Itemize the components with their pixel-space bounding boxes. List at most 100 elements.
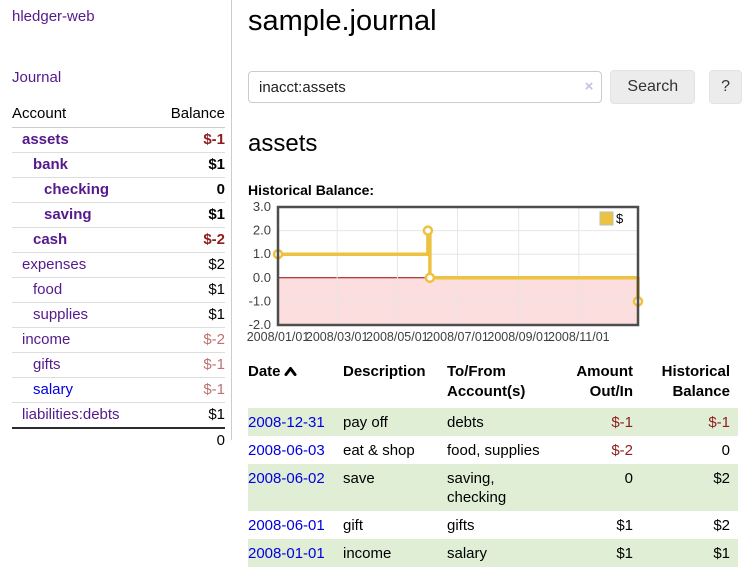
account-row: food $1 xyxy=(12,277,225,303)
accounts-header-balance: Balance xyxy=(153,102,225,128)
account-balance: $1 xyxy=(208,406,225,423)
accounts-header-account: Account xyxy=(12,102,154,128)
account-name-cell: gifts xyxy=(12,352,154,378)
search-button[interactable]: Search xyxy=(610,70,696,104)
account-row: assets $-1 xyxy=(12,127,225,153)
col-header-description: Description xyxy=(343,363,426,380)
account-link-cash[interactable]: cash xyxy=(33,231,68,248)
account-balance: $1 xyxy=(153,152,225,178)
col-header-date[interactable]: Date xyxy=(248,360,343,408)
account-name-cell: income xyxy=(12,327,154,353)
account-link-food[interactable]: food xyxy=(33,281,63,298)
account-link-income[interactable]: income xyxy=(22,331,71,348)
col-header-amount: Amount Out/In xyxy=(576,363,633,400)
accounts-header-row: Account Balance xyxy=(12,102,225,128)
account-name-cell: cash xyxy=(12,227,154,253)
accounts-table: Account Balance assets $-1 bank $1 checking 0… xyxy=(12,102,225,453)
account-row: expenses $2 xyxy=(12,252,225,278)
transaction-date-cell: 2008-06-02 xyxy=(248,464,343,511)
account-link-gifts[interactable]: gifts xyxy=(33,356,61,373)
transaction-amount-cell: $1 xyxy=(616,517,633,534)
account-row: supplies $1 xyxy=(12,302,225,328)
account-row: checking 0 xyxy=(12,177,225,203)
transaction-account-cell: saving, checking xyxy=(447,470,507,506)
account-link-bank[interactable]: bank xyxy=(33,156,69,173)
account-balance: $-1 xyxy=(153,377,225,403)
account-name-cell: salary xyxy=(12,377,154,403)
transaction-date-cell: 2008-01-01 xyxy=(248,539,343,567)
transaction-description-cell: save xyxy=(343,470,375,487)
accounts-total-row: 0 xyxy=(12,427,225,453)
svg-text:2008/01/01: 2008/01/01 xyxy=(247,330,310,344)
account-name-cell: saving xyxy=(12,202,154,228)
account-name-cell: expenses xyxy=(12,252,154,278)
account-balance: 0 xyxy=(153,177,225,203)
accounts-total-balance: 0 xyxy=(153,427,225,453)
svg-text:1.0: 1.0 xyxy=(253,246,271,261)
account-row: liabilities:debts $1 xyxy=(12,403,225,429)
account-balance: $1 xyxy=(153,277,225,303)
svg-text:$: $ xyxy=(616,211,624,226)
clear-search-icon[interactable]: × xyxy=(584,78,594,95)
account-balance: $-2 xyxy=(153,327,225,353)
account-name-cell: assets xyxy=(12,127,154,153)
account-link-salary[interactable]: salary xyxy=(33,381,74,398)
account-name-cell: checking xyxy=(12,177,154,203)
account-link-liabilities-debts[interactable]: liabilities:debts xyxy=(22,406,120,423)
table-row: 2008-01-01 income salary $1 $1 xyxy=(248,539,738,567)
brand-link[interactable]: hledger-web xyxy=(12,8,95,25)
account-name-cell: liabilities:debts xyxy=(12,403,154,429)
account-link-checking[interactable]: checking xyxy=(44,181,110,198)
transaction-date-link[interactable]: 2008-06-03 xyxy=(248,442,325,459)
sort-ascending-icon xyxy=(284,367,297,376)
chart-title: Historical Balance: xyxy=(248,182,375,198)
account-balance: $2 xyxy=(153,252,225,278)
svg-text:0.0: 0.0 xyxy=(253,270,271,285)
account-name-cell: supplies xyxy=(12,302,154,328)
account-link-supplies[interactable]: supplies xyxy=(33,306,89,323)
transaction-description-cell: gift xyxy=(343,517,364,534)
svg-text:2008/03/01: 2008/03/01 xyxy=(306,330,369,344)
accounts-total-spacer xyxy=(12,427,154,453)
account-link-saving[interactable]: saving xyxy=(44,206,92,223)
col-header-balance: Historical Balance xyxy=(661,363,730,400)
svg-text:-1.0: -1.0 xyxy=(249,293,271,308)
search-input[interactable] xyxy=(248,71,603,103)
account-balance: $-1 xyxy=(153,352,225,378)
transaction-date-link[interactable]: 2008-01-01 xyxy=(248,545,325,562)
transaction-balance-cell: $1 xyxy=(713,545,730,562)
transaction-account-cell: gifts xyxy=(447,517,475,534)
transaction-amount-cell: $-1 xyxy=(611,414,633,431)
table-row: 2008-06-03 eat & shop food, supplies $-2 0 xyxy=(248,436,738,464)
svg-text:2008/09/01: 2008/09/01 xyxy=(487,330,550,344)
table-row: 2008-06-01 gift gifts $1 $2 xyxy=(248,511,738,539)
account-row: gifts $-1 xyxy=(12,352,225,378)
transaction-description-cell: eat & shop xyxy=(343,442,415,459)
svg-text:2008/07/01: 2008/07/01 xyxy=(426,330,489,344)
account-link-expenses[interactable]: expenses xyxy=(22,256,87,273)
page-title: sample.journal xyxy=(248,5,437,37)
table-row: 2008-12-31 pay off debts $-1 $-1 xyxy=(248,408,738,436)
sidebar-item-journal[interactable]: Journal xyxy=(12,69,62,86)
help-button[interactable]: ? xyxy=(709,70,742,104)
transaction-balance-cell: $2 xyxy=(713,470,730,487)
svg-text:3.0: 3.0 xyxy=(253,199,271,214)
sidebar: hledger-web Journal Account Balance asse… xyxy=(0,0,232,453)
account-link-assets[interactable]: assets xyxy=(22,131,69,148)
transaction-balance-cell: $2 xyxy=(713,517,730,534)
account-balance: $-1 xyxy=(153,127,225,153)
account-balance: $1 xyxy=(153,302,225,328)
account-row: bank $1 xyxy=(12,152,225,178)
transaction-date-link[interactable]: 2008-06-02 xyxy=(248,470,325,487)
transaction-account-cell: debts xyxy=(447,414,484,431)
search-form: × Search ? xyxy=(248,70,742,104)
transaction-description-cell: pay off xyxy=(343,414,388,431)
register-table: Date Description To/From Account(s) Amou… xyxy=(248,360,738,567)
account-row: saving $1 xyxy=(12,202,225,228)
main-content: sample.journal × Search ? assets Histori… xyxy=(247,0,742,567)
transaction-date-link[interactable]: 2008-06-01 xyxy=(248,517,325,534)
balance-step-chart-svg: 3.0 2.0 1.0 0.0 -1.0 -2.02008/01/012008/03/01… xyxy=(247,199,644,344)
table-row: 2008-06-02 save saving, checking 0 $2 xyxy=(248,464,738,511)
transaction-date-link[interactable]: 2008-12-31 xyxy=(248,414,325,431)
svg-text:-2.0: -2.0 xyxy=(249,317,271,332)
